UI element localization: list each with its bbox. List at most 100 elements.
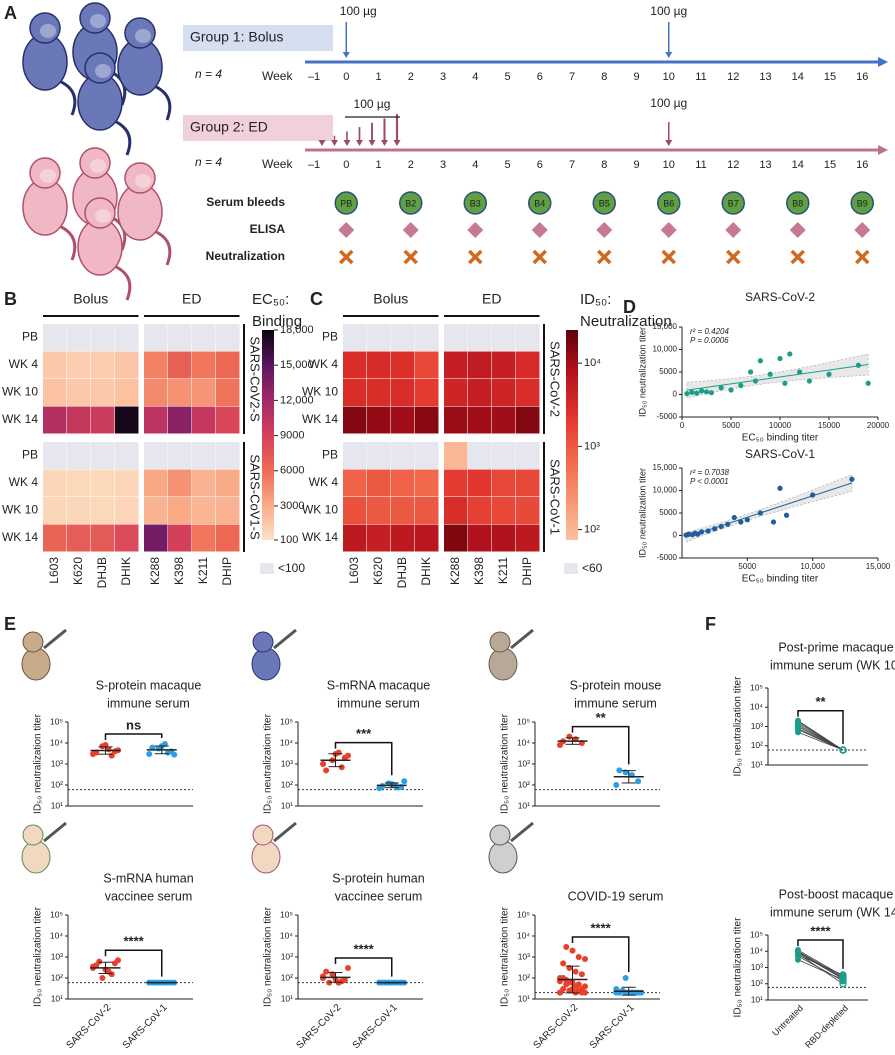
group-box xyxy=(183,25,333,51)
illustration xyxy=(95,64,111,78)
y-tick-label: 10⁴ xyxy=(280,930,293,940)
week-tick-label: 12 xyxy=(727,71,739,83)
y-tick-label: 10⁴ xyxy=(280,737,293,747)
no-data-cell xyxy=(391,324,415,351)
elisa-marker xyxy=(467,222,484,238)
y-axis-label: ID₅₀ neutralization titer xyxy=(500,906,511,1007)
plot-title: immune serum xyxy=(107,696,190,710)
point xyxy=(560,960,567,967)
point xyxy=(826,371,832,377)
heatmap-cell xyxy=(391,379,415,406)
heatmap-cell xyxy=(192,351,216,379)
no-data-cell xyxy=(43,324,67,351)
heatmap-cell xyxy=(168,469,192,497)
significance-bracket xyxy=(571,725,630,765)
y-axis-label: ID₅₀ neutralization titer xyxy=(263,906,274,1007)
below-legend-box xyxy=(564,563,578,574)
significance-bracket xyxy=(571,936,630,972)
point xyxy=(703,389,710,395)
plot-title: immune serum (WK 10) xyxy=(770,658,895,672)
pair-line xyxy=(797,954,844,976)
heatmap-cell xyxy=(67,524,91,552)
point xyxy=(108,752,115,759)
week-tick-label: 11 xyxy=(695,71,706,83)
point xyxy=(575,987,582,994)
group-label: Group 2: ED xyxy=(190,119,268,135)
point xyxy=(752,378,759,384)
x-tick-label: 0 xyxy=(680,421,685,430)
group-label: Bolus xyxy=(73,291,108,307)
heatmap-cell xyxy=(91,524,115,552)
colorbar xyxy=(566,330,578,540)
below-legend-box xyxy=(260,563,274,574)
week-tick-label: 14 xyxy=(792,71,804,83)
illustration xyxy=(79,147,111,179)
heatmap-cell xyxy=(444,406,468,434)
week-tick-label: 1 xyxy=(375,71,381,83)
heatmap-cell xyxy=(43,497,67,524)
y-tick-label: 10³ xyxy=(518,951,530,961)
point xyxy=(705,528,711,534)
y-tick-label: 10⁵ xyxy=(280,909,293,919)
group-label: ED xyxy=(482,291,501,307)
point xyxy=(725,521,731,527)
point xyxy=(699,529,705,535)
point xyxy=(757,358,764,364)
point xyxy=(115,957,121,964)
heatmap-cell xyxy=(168,379,192,406)
illustration xyxy=(124,162,156,194)
regression-line xyxy=(685,482,853,538)
row-label: WK 4 xyxy=(9,357,39,371)
point xyxy=(738,382,744,389)
illustration xyxy=(56,223,77,261)
heatmap-cell xyxy=(43,469,67,497)
week-tick-label: –1 xyxy=(308,159,320,171)
y-tick-label: 5000 xyxy=(659,508,677,517)
row-label: WK 14 xyxy=(2,530,38,544)
heatmap-cell xyxy=(91,497,115,524)
heatmap-cell xyxy=(43,406,67,434)
elisa-marker xyxy=(531,222,548,238)
illustration xyxy=(43,821,67,843)
illustration xyxy=(90,159,106,173)
elisa-marker xyxy=(402,222,419,238)
heatmap-cell xyxy=(343,497,367,524)
y-tick-label: 10⁵ xyxy=(280,716,293,726)
point xyxy=(748,369,754,375)
column-label: L603 xyxy=(47,557,61,584)
plot-title: S-mRNA human xyxy=(103,871,193,885)
point xyxy=(795,951,801,958)
no-data-cell xyxy=(144,442,168,469)
y-tick-label: 10⁴ xyxy=(50,930,63,940)
week-tick-label: 5 xyxy=(504,159,510,171)
y-tick-label: 10¹ xyxy=(281,993,293,1003)
neutralization-marker xyxy=(339,249,354,265)
confidence-band xyxy=(686,353,869,399)
point xyxy=(582,956,588,963)
y-tick-label: 0 xyxy=(673,531,678,540)
point xyxy=(345,752,351,759)
heatmap-cell xyxy=(444,469,468,497)
point xyxy=(613,782,620,788)
heatmap-cell xyxy=(516,469,540,497)
no-data-cell xyxy=(468,324,492,351)
bleed-marker xyxy=(721,191,745,215)
week-tick-label: 7 xyxy=(569,159,575,171)
plot-title: Post-boost macaque xyxy=(779,887,894,901)
bleed-marker xyxy=(528,191,552,215)
row-label: PB xyxy=(22,448,38,462)
column-label: K620 xyxy=(371,557,385,585)
x-axis-label: EC₅₀ binding titer xyxy=(742,574,819,585)
point xyxy=(108,971,115,978)
week-tick-label: 15 xyxy=(824,71,836,83)
point xyxy=(572,968,579,975)
point xyxy=(865,380,871,386)
heatmap-cell xyxy=(516,406,540,434)
y-tick-label: -5000 xyxy=(657,412,678,421)
y-tick-label: 10² xyxy=(51,972,63,982)
point xyxy=(171,751,178,758)
point xyxy=(849,476,855,482)
bleed-label: B2 xyxy=(405,198,416,208)
heatmap-cell xyxy=(367,406,391,434)
heatmap-cell xyxy=(192,524,216,552)
